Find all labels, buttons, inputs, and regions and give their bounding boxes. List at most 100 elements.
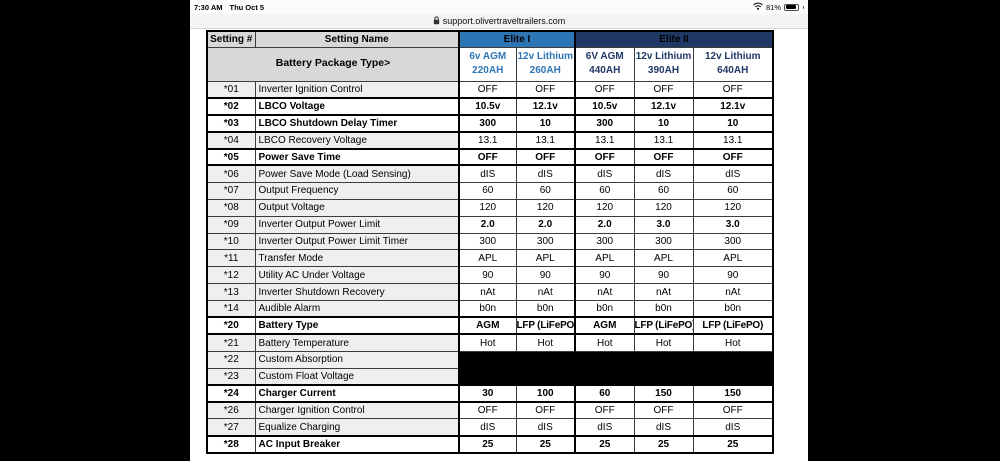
value-cell: OFF xyxy=(574,80,635,99)
ipad-screen: 7:30 AM Thu Oct 5 81% support.olivertrav… xyxy=(190,0,808,461)
value-cell: 3.0 xyxy=(633,215,694,234)
value-cell: Hot xyxy=(633,333,694,352)
table-row: *08 Output Voltage 120 120 120 120 120 xyxy=(206,198,774,217)
value-cell: 120 xyxy=(458,198,517,217)
value-cell: OFF xyxy=(458,80,517,99)
value-cell: nAt xyxy=(515,283,576,302)
table-row: *14 Audible Alarm b0n b0n b0n b0n b0n xyxy=(206,300,774,318)
value-cell: b0n xyxy=(633,300,694,318)
value-cell: 2.0 xyxy=(574,215,635,234)
value-cell: dIS xyxy=(458,164,517,183)
value-cell: dIS xyxy=(515,418,576,437)
table-row: *26 Charger Ignition Control OFF OFF OFF OFF O… xyxy=(206,401,774,420)
setting-name-cell: Custom Absorption xyxy=(254,350,460,369)
table-row: *04 LBCO Recovery Voltage 13.1 13.1 13.1 13.1… xyxy=(206,131,774,150)
setting-name-cell: Inverter Shutdown Recovery xyxy=(254,283,460,302)
value-cell: 60 xyxy=(574,181,635,200)
value-cell: 300 xyxy=(574,113,635,133)
letterbox-left xyxy=(0,0,190,461)
value-cell: dIS xyxy=(458,418,517,437)
clock-time: 7:30 AM xyxy=(194,2,223,12)
value-cell: 90 xyxy=(458,266,517,285)
value-cell: 300 xyxy=(633,232,694,251)
value-cell: 120 xyxy=(515,198,576,217)
setting-name-cell: Transfer Mode xyxy=(254,249,460,268)
table-row: *06 Power Save Mode (Load Sensing) dIS dIS d… xyxy=(206,164,774,183)
value-cell xyxy=(692,367,774,386)
value-cell: 10 xyxy=(692,113,774,133)
value-cell: OFF xyxy=(692,80,774,99)
col-header-440ah: 6V AGM 440AH xyxy=(574,46,635,82)
value-cell: 120 xyxy=(692,198,774,217)
page-content: Setting # Setting Name Elite I Elite II … xyxy=(206,30,774,454)
value-cell xyxy=(515,367,576,386)
value-cell: Hot xyxy=(692,333,774,352)
value-cell: 120 xyxy=(633,198,694,217)
value-cell: 90 xyxy=(692,266,774,285)
setting-number-cell: *04 xyxy=(206,131,256,150)
setting-name-cell: Power Save Time xyxy=(254,147,460,167)
value-cell xyxy=(633,367,694,386)
value-cell: AGM xyxy=(574,316,635,336)
col-header-640ah: 12v Lithium 640AH xyxy=(692,46,774,82)
setting-number-cell: *10 xyxy=(206,232,256,251)
setting-number-cell: *13 xyxy=(206,283,256,302)
table-row: *01 Inverter Ignition Control OFF OFF OFF OFF… xyxy=(206,80,774,99)
setting-number-cell: *09 xyxy=(206,215,256,234)
table-row: *05 Power Save Time OFF OFF OFF OFF OFF xyxy=(206,147,774,167)
table-row: *09 Inverter Output Power Limit 2.0 2.0 2.0 3… xyxy=(206,215,774,234)
value-cell: 60 xyxy=(515,181,576,200)
url-text: support.olivertraveltrailers.com xyxy=(442,16,566,26)
setting-number-cell: *03 xyxy=(206,113,256,133)
col-header-390ah: 12v Lithium 390AH xyxy=(633,46,694,82)
setting-number-cell: *23 xyxy=(206,367,256,386)
value-cell: 10.5v xyxy=(574,96,635,116)
table-row: *03 LBCO Shutdown Delay Timer 300 10 300 10 10 xyxy=(206,113,774,133)
setting-name-cell: Custom Float Voltage xyxy=(254,367,460,386)
value-cell: OFF xyxy=(633,80,694,99)
value-cell: nAt xyxy=(633,283,694,302)
value-cell: OFF xyxy=(458,401,517,420)
value-cell: OFF xyxy=(633,147,694,167)
value-cell: 90 xyxy=(515,266,576,285)
table-row: *23 Custom Float Voltage xyxy=(206,367,774,386)
setting-name-cell: Output Frequency xyxy=(254,181,460,200)
value-cell: nAt xyxy=(574,283,635,302)
value-cell: LFP (LiFePO) xyxy=(515,316,576,336)
header-setting-name: Setting Name xyxy=(254,30,460,48)
value-cell: dIS xyxy=(515,164,576,183)
value-cell: OFF xyxy=(692,147,774,167)
header-row: Setting # Setting Name Elite I Elite II xyxy=(206,30,774,48)
value-cell: Hot xyxy=(515,333,576,352)
header-battery-package-type: Battery Package Type> xyxy=(206,46,460,82)
value-cell: 300 xyxy=(458,113,517,133)
value-cell: 100 xyxy=(515,384,576,403)
value-cell: dIS xyxy=(574,164,635,183)
value-cell: 300 xyxy=(574,232,635,251)
setting-name-cell: Battery Type xyxy=(254,316,460,336)
value-cell: 60 xyxy=(458,181,517,200)
setting-number-cell: *14 xyxy=(206,300,256,318)
status-bar: 7:30 AM Thu Oct 5 81% xyxy=(190,0,808,14)
setting-number-cell: *28 xyxy=(206,434,256,454)
setting-number-cell: *21 xyxy=(206,333,256,352)
browser-address-bar[interactable]: support.olivertraveltrailers.com xyxy=(190,14,808,29)
battery-type-label: 12v Lithium xyxy=(635,50,692,62)
setting-number-cell: *12 xyxy=(206,266,256,285)
value-cell: 12.1v xyxy=(515,96,576,116)
setting-name-cell: Charger Ignition Control xyxy=(254,401,460,420)
value-cell: dIS xyxy=(633,164,694,183)
battery-capacity-label: 260AH xyxy=(529,65,561,76)
setting-name-cell: LBCO Shutdown Delay Timer xyxy=(254,113,460,133)
battery-capacity-label: 640AH xyxy=(717,65,749,76)
table-row: *27 Equalize Charging dIS dIS dIS dIS dIS xyxy=(206,418,774,437)
table-row: *22 Custom Absorption xyxy=(206,350,774,369)
setting-number-cell: *24 xyxy=(206,384,256,403)
battery-type-label: 12v Lithium xyxy=(704,50,761,62)
value-cell: 300 xyxy=(692,232,774,251)
value-cell: AGM xyxy=(458,316,517,336)
value-cell: OFF xyxy=(692,401,774,420)
value-cell: OFF xyxy=(574,147,635,167)
table-row: *20 Battery Type AGM LFP (LiFePO) AGM LFP (Li… xyxy=(206,316,774,336)
table-row: *11 Transfer Mode APL APL APL APL APL xyxy=(206,249,774,268)
